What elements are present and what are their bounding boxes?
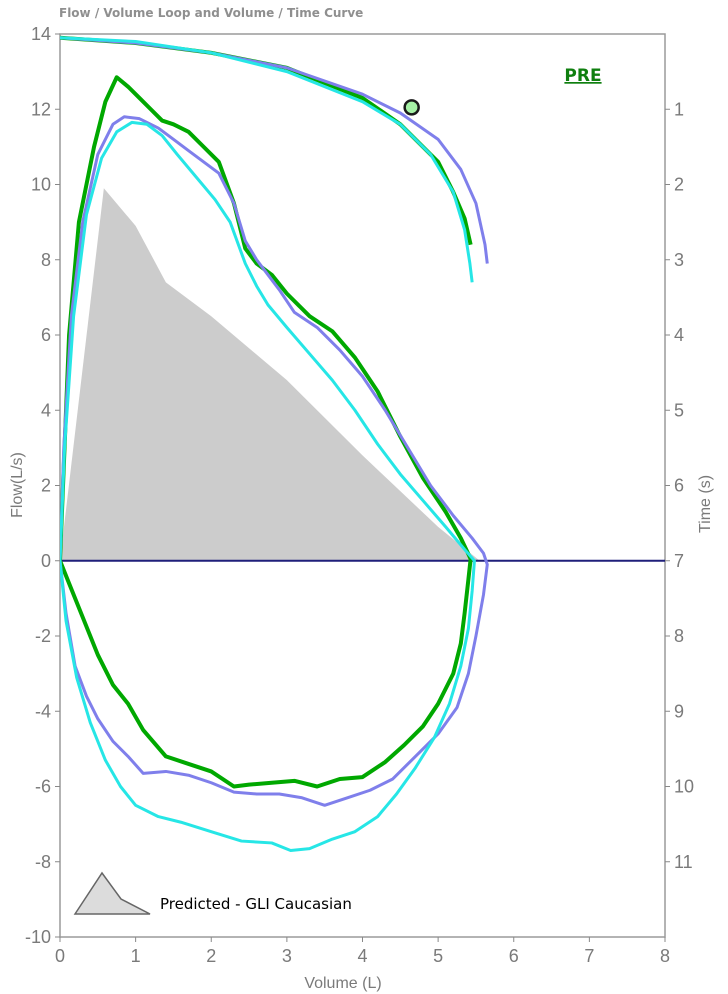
x-tick-label: 5 — [433, 946, 443, 966]
x-axis-ticks: 0 1 2 3 4 5 6 7 8 — [55, 937, 670, 966]
y-tick-label: 10 — [31, 175, 51, 195]
y2-tick-label: 1 — [674, 99, 684, 119]
series-group — [60, 35, 489, 852]
legend-swatch — [73, 871, 151, 915]
x-axis-label: Volume (L) — [304, 975, 381, 992]
y-tick-label: -4 — [35, 701, 51, 721]
y2-tick-label: 9 — [674, 701, 684, 721]
y2-axis-label: Time (s) — [697, 475, 714, 533]
y2-tick-label: 7 — [674, 551, 684, 571]
x-tick-label: 8 — [660, 946, 670, 966]
y2-tick-label: 6 — [674, 476, 684, 496]
y-tick-label: 2 — [41, 476, 51, 496]
y-axis-ticks: -10 -8 -6 -4 -2 0 2 4 6 8 10 12 14 — [25, 24, 60, 947]
y-tick-label: -10 — [25, 927, 51, 947]
y2-axis-ticks: 1 2 3 4 5 6 7 8 9 10 11 — [665, 99, 694, 872]
x-tick-label: 2 — [206, 946, 216, 966]
pre-annotation: PRE — [564, 66, 601, 86]
legend-label: Predicted - GLI Caucasian — [160, 895, 352, 913]
x-tick-label: 1 — [131, 946, 141, 966]
y-tick-label: -6 — [35, 777, 51, 797]
volume-time-curve-3 — [60, 36, 474, 283]
y2-tick-label: 4 — [674, 325, 684, 345]
y2-tick-label: 10 — [674, 777, 694, 797]
y-tick-label: 4 — [41, 400, 51, 420]
y-tick-label: 0 — [41, 551, 51, 571]
y2-tick-label: 2 — [674, 175, 684, 195]
x-tick-label: 7 — [584, 946, 594, 966]
y2-tick-label: 5 — [674, 400, 684, 420]
y-tick-label: -8 — [35, 852, 51, 872]
marker — [403, 99, 420, 116]
x-tick-label: 6 — [509, 946, 519, 966]
y2-tick-label: 3 — [674, 250, 684, 270]
plot-content — [60, 35, 665, 852]
y2-tick-label: 11 — [674, 852, 693, 872]
y-tick-label: 12 — [31, 99, 51, 119]
y-axis-label: Flow(L/s) — [9, 452, 26, 518]
flow-volume-loop-2 — [60, 115, 489, 807]
predicted-area — [60, 188, 480, 561]
flow-volume-loop-1 — [60, 75, 473, 789]
flow-volume-loop-3 — [60, 120, 476, 852]
x-tick-label: 4 — [357, 946, 367, 966]
y-tick-label: 14 — [31, 24, 51, 44]
x-tick-label: 0 — [55, 946, 65, 966]
y2-tick-label: 8 — [674, 626, 684, 646]
y-tick-label: -2 — [35, 626, 51, 646]
y-tick-label: 6 — [41, 325, 51, 345]
chart-title: Flow / Volume Loop and Volume / Time Cur… — [59, 6, 364, 20]
legend: Predicted - GLI Caucasian — [72, 871, 352, 917]
y-tick-label: 8 — [41, 250, 51, 270]
x-tick-label: 3 — [282, 946, 292, 966]
